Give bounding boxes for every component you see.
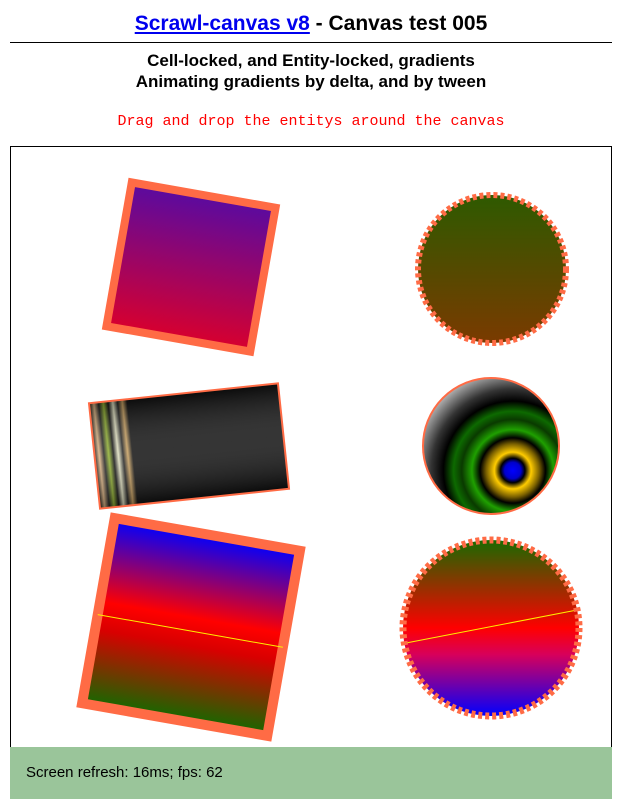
screen-refresh-status: Screen refresh: 16ms; fps: 62 bbox=[26, 764, 223, 781]
subtitle-line-2: Animating gradients by delta, and by twe… bbox=[135, 72, 487, 91]
title-divider bbox=[10, 42, 612, 43]
drag-instruction: Drag and drop the entitys around the can… bbox=[117, 113, 505, 130]
demo-canvas[interactable] bbox=[10, 146, 612, 748]
circle-concentric-rings[interactable] bbox=[422, 377, 560, 515]
status-bar: Screen refresh: 16ms; fps: 62 bbox=[10, 747, 612, 799]
circle-green-brown[interactable] bbox=[415, 192, 569, 346]
rotated-square-blue-red-green[interactable] bbox=[76, 512, 306, 742]
page-title: Scrawl-canvas v8 - Canvas test 005 bbox=[10, 8, 612, 40]
striped-rectangle[interactable] bbox=[87, 382, 291, 510]
subtitle-line-1: Cell-locked, and Entity-locked, gradient… bbox=[147, 51, 475, 70]
rotated-square-purple-red[interactable] bbox=[101, 177, 281, 357]
scrawl-canvas-link[interactable]: Scrawl-canvas v8 bbox=[134, 12, 310, 35]
circle-green-red-blue[interactable] bbox=[399, 536, 583, 720]
canvas-drawing[interactable] bbox=[11, 147, 611, 747]
page-subtitle: Cell-locked, and Entity-locked, gradient… bbox=[10, 50, 612, 92]
page-title-text: - Canvas test 005 bbox=[309, 12, 488, 35]
